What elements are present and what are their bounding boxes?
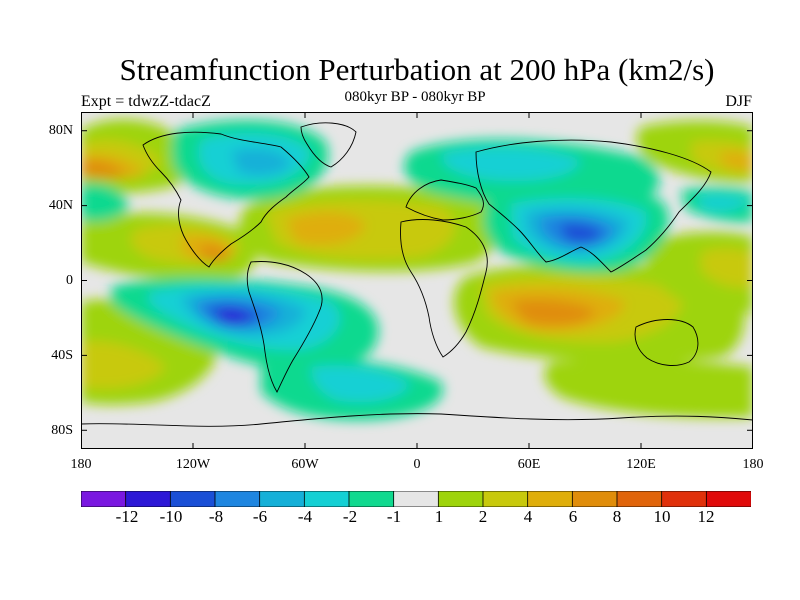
colorbar-label-12: 12 [697,507,715,526]
coast-north-america [142,131,310,268]
coast-south-america [246,261,323,393]
x-tick-label-180w: 180 [70,457,92,472]
negative-anomaly-canada-greenland [171,120,329,200]
colorbar-label-4: 4 [523,507,533,526]
negative-anomaly-southern-ocean [261,358,443,421]
x-tick-label-120w: 120W [175,457,211,472]
positive-anomaly-tropical-atlantic [239,185,501,272]
colorbar-swatch [616,491,663,507]
coast-africa [400,219,488,358]
x-tick-label-180e: 180 [742,457,764,472]
y-tick-label-eq: 0 [66,273,73,288]
colorbar-swatch [571,491,618,507]
coast-antarctica [81,413,753,427]
colorbar-label-6: 6 [568,507,578,526]
positive-anomaly-west-pacific [636,120,753,314]
colorbar-swatch [259,491,306,507]
positive-anomaly-north-pacific [81,119,194,197]
colorbar-label-1: 1 [434,507,444,526]
axis-ticks [81,112,753,449]
colorbar-swatch [437,491,484,507]
y-tick-label-40s: 40S [51,348,73,363]
contour-fields [81,119,753,421]
colorbar-swatch [661,491,708,507]
positive-anomaly-east-pacific [81,213,257,282]
colorbar-label-minus8: -8 [208,507,224,526]
y-tick-label-40n: 40N [48,198,73,213]
colorbar-label-minus4: -4 [297,507,313,526]
coast-asia [475,139,712,273]
x-tick-label-120e: 120E [626,457,656,472]
y-tick-label-80s: 80S [51,423,73,438]
colorbar [81,491,751,507]
season-label: DJF [725,93,752,110]
positive-anomaly-south-indian-pacific [544,359,753,418]
colorbar-label-minus1: -1 [386,507,402,526]
colorbar-swatch [169,491,216,507]
chart-subtitle: 080kyr BP - 080kyr BP [344,89,486,105]
coastlines [81,122,753,427]
colorbar-label-minus2: -2 [342,507,358,526]
colorbar-swatch [81,491,127,507]
x-tick-label-0: 0 [413,457,421,472]
negative-anomaly-northeast-pacific [81,183,753,223]
coast-australia [634,319,699,366]
negative-anomaly-asia [483,186,669,273]
colorbar-swatch [214,491,261,507]
colorbar-swatch [393,491,440,507]
colorbar-label-10: 10 [653,507,671,526]
y-tick-label-80n: 80N [48,123,73,138]
x-tick-label-60w: 60W [291,457,319,472]
colorbar-label-minus10: -10 [159,507,183,526]
chart-title: Streamfunction Perturbation at 200 hPa (… [119,52,715,87]
colorbar-swatch [527,491,574,507]
experiment-label: Expt = tdwzZ-tdacZ [81,93,211,110]
colorbar-label-2: 2 [478,507,488,526]
colorbar-swatch [125,491,172,507]
colorbar-swatch [482,491,529,507]
streamfunction-map [81,112,753,449]
colorbar-swatch [348,491,395,507]
colorbar-label-minus12: -12 [115,507,139,526]
colorbar-label-8: 8 [612,507,622,526]
colorbar-label-minus6: -6 [252,507,268,526]
x-tick-label-60e: 60E [517,457,541,472]
coast-greenland [300,122,357,168]
colorbar-swatch [705,491,751,507]
coast-europe [405,179,484,221]
colorbar-swatch [303,491,350,507]
negative-anomaly-southeast-pacific [111,277,379,371]
